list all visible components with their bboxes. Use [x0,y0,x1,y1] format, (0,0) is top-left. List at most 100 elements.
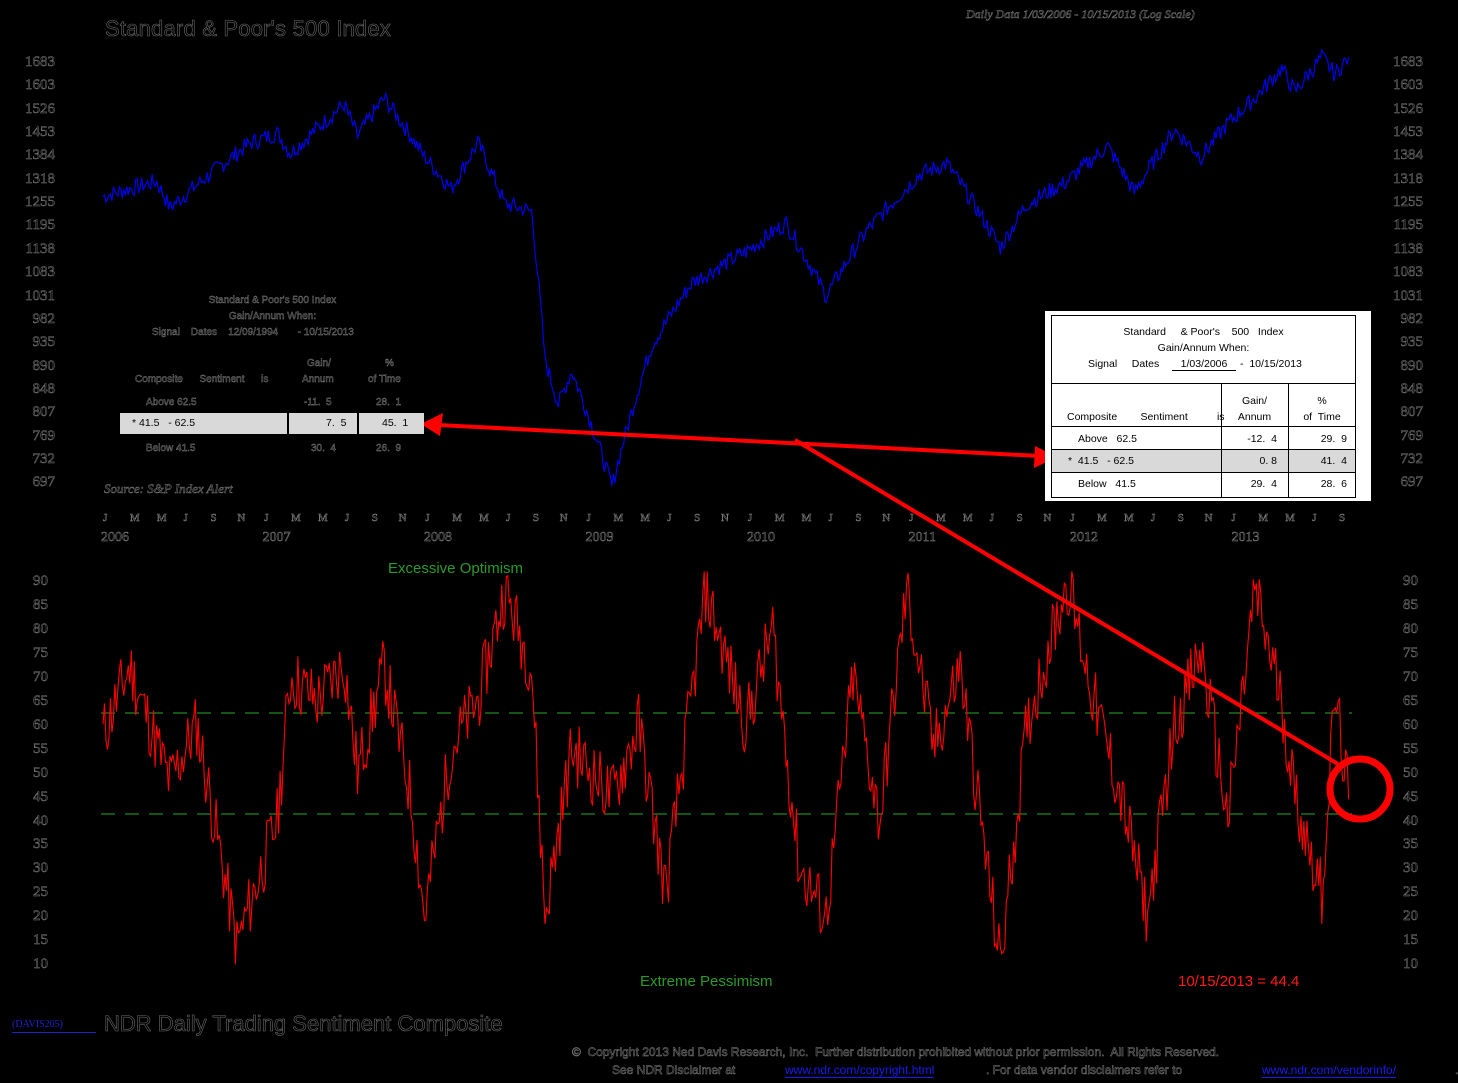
month-tick-label: J [1312,512,1317,524]
stats-title-1: Standard & Poor's 500 Index [1123,326,1284,338]
month-tick-label: N [398,512,407,524]
ghost-row-above-label: Above 62.5 [146,397,197,408]
month-tick-label: M [1097,512,1107,524]
y-tick-label: 1195 [25,217,55,234]
y-tick-label: 60 [33,716,49,733]
y-tick-label: 890 [1400,357,1423,374]
y-tick-label: 1384 [25,147,56,164]
y-tick-label: 75 [1403,644,1419,661]
month-tick-label: S [532,512,540,524]
disclaimer-middle: . For data vendor disclaimers refer to [986,1063,1183,1077]
ghost-row-neutral-gain: 7. 5 [326,417,347,429]
y-tick-label: 1453 [1393,124,1424,141]
y-tick-label: 15 [1403,932,1419,949]
year-tick-label: 2009 [585,530,614,545]
y-tick-label: 75 [33,644,49,661]
latest-value-circle [1326,755,1394,823]
month-tick-label: S [371,512,378,524]
chart-subtitle: Daily Data 1/03/2006 - 10/15/2013 (Log S… [966,7,1195,22]
y-tick-label: 982 [1400,310,1423,327]
month-tick-label: M [613,512,624,524]
month-tick-label: J [183,512,188,524]
y-tick-label: 30 [1403,860,1419,877]
y-tick-label: 45 [33,788,49,805]
stats-col-pct-2: of Time [1303,411,1341,423]
ghost-title-2: Gain/Annum When: [228,311,317,322]
y-tick-label: 85 [33,596,49,613]
month-tick-label: N [237,512,246,524]
month-tick-label: J [506,512,511,524]
y-tick-label: 10 [33,956,49,973]
y-tick-label: 30 [33,860,49,877]
y-tick-label: 1603 [1393,77,1424,94]
y-tick-label: 1083 [25,264,56,281]
y-tick-label: 1083 [1393,264,1424,281]
ghost-row-below-label: Below 41.5 [146,443,196,454]
month-tick-label: J [1070,512,1075,524]
ghost-col-gain-1: Gain/ [307,358,331,369]
y-tick-label: 1683 [25,54,56,70]
month-tick-label: M [479,512,489,524]
month-tick-label: S [855,512,862,524]
stats-row-neutral-label: * 41.5 - 62.5 [1068,455,1134,467]
ghost-row-below-gain: 30. 4 [311,443,337,454]
month-tick-label: J [1150,512,1156,524]
stats-row-above-gain: -12. 4 [1247,433,1277,445]
copyright-link[interactable]: www.ndr.com/copyright.html [785,1063,935,1078]
chart-code-link[interactable]: (DAVIS265) [12,1019,96,1033]
vendor-info-link[interactable]: www.ndr.com/vendorinfo/ [1262,1063,1397,1078]
month-tick-label: M [640,512,651,524]
y-tick-label: 1526 [1393,100,1424,117]
sp500-line [102,47,1350,486]
divider [1052,472,1355,473]
month-tick-label: M [774,512,785,524]
month-tick-label: J [747,512,753,524]
month-tick-label: J [989,512,994,524]
month-tick-label: M [452,512,463,524]
year-tick-label: 2011 [908,530,936,545]
y-tick-label: 50 [33,764,49,781]
latest-value-label: 10/15/2013 = 44.4 [1178,973,1300,990]
stats-signal-end: - 10/15/2013 [1240,358,1302,370]
stats-row-neutral-highlight [1052,450,1355,472]
sentiment-line [102,571,1350,965]
month-tick-label: J [264,512,269,524]
y-tick-label: 10 [1403,956,1419,973]
month-tick-label: J [344,512,350,524]
stats-row-below-label: Below 41.5 [1078,478,1136,490]
ghost-title-3: Signal Dates 12/09/1994 - 10/15/2013 [152,327,354,338]
y-tick-label: 1031 [1393,287,1424,304]
column-divider [357,413,359,434]
month-tick-label: N [1043,512,1052,524]
y-tick-label: 35 [1403,836,1419,853]
y-tick-label: 60 [1403,716,1419,733]
y-tick-label: 697 [1400,474,1423,491]
column-divider [1288,383,1289,497]
month-tick-label: N [1204,512,1213,524]
y-tick-label: 55 [1403,740,1419,757]
divider [1052,449,1355,450]
y-tick-label: 50 [1403,764,1419,781]
month-tick-label: M [1124,512,1134,524]
ghost-col-gain-2: Annum [302,374,334,385]
ghost-row-neutral: * 41.5 - 62.5 7. 5 45. 1 [120,413,424,434]
extreme-pessimism-label: Extreme Pessimism [640,973,773,990]
double-arrow [421,413,1057,468]
y-tick-label: 1255 [25,194,56,211]
month-tick-label: M [156,512,167,524]
y-tick-label: 85 [1403,596,1419,613]
stats-col-pct-1: % [1317,395,1327,407]
month-tick-label: M [1285,512,1296,524]
y-tick-label: 80 [1403,620,1419,637]
column-divider [1221,383,1222,497]
month-tick-label: J [425,512,430,524]
stats-title-2: Gain/Annum When: [1157,342,1250,354]
y-tick-label: 807 [32,404,55,421]
year-tick-label: 2006 [101,530,129,545]
y-tick-label: 982 [32,310,55,327]
month-tick-label: J [1231,512,1236,524]
stats-col-gain-1: Gain/ [1241,395,1268,407]
y-tick-label: 55 [33,740,49,757]
month-tick-label: M [962,512,973,524]
y-tick-label: 769 [32,427,55,444]
